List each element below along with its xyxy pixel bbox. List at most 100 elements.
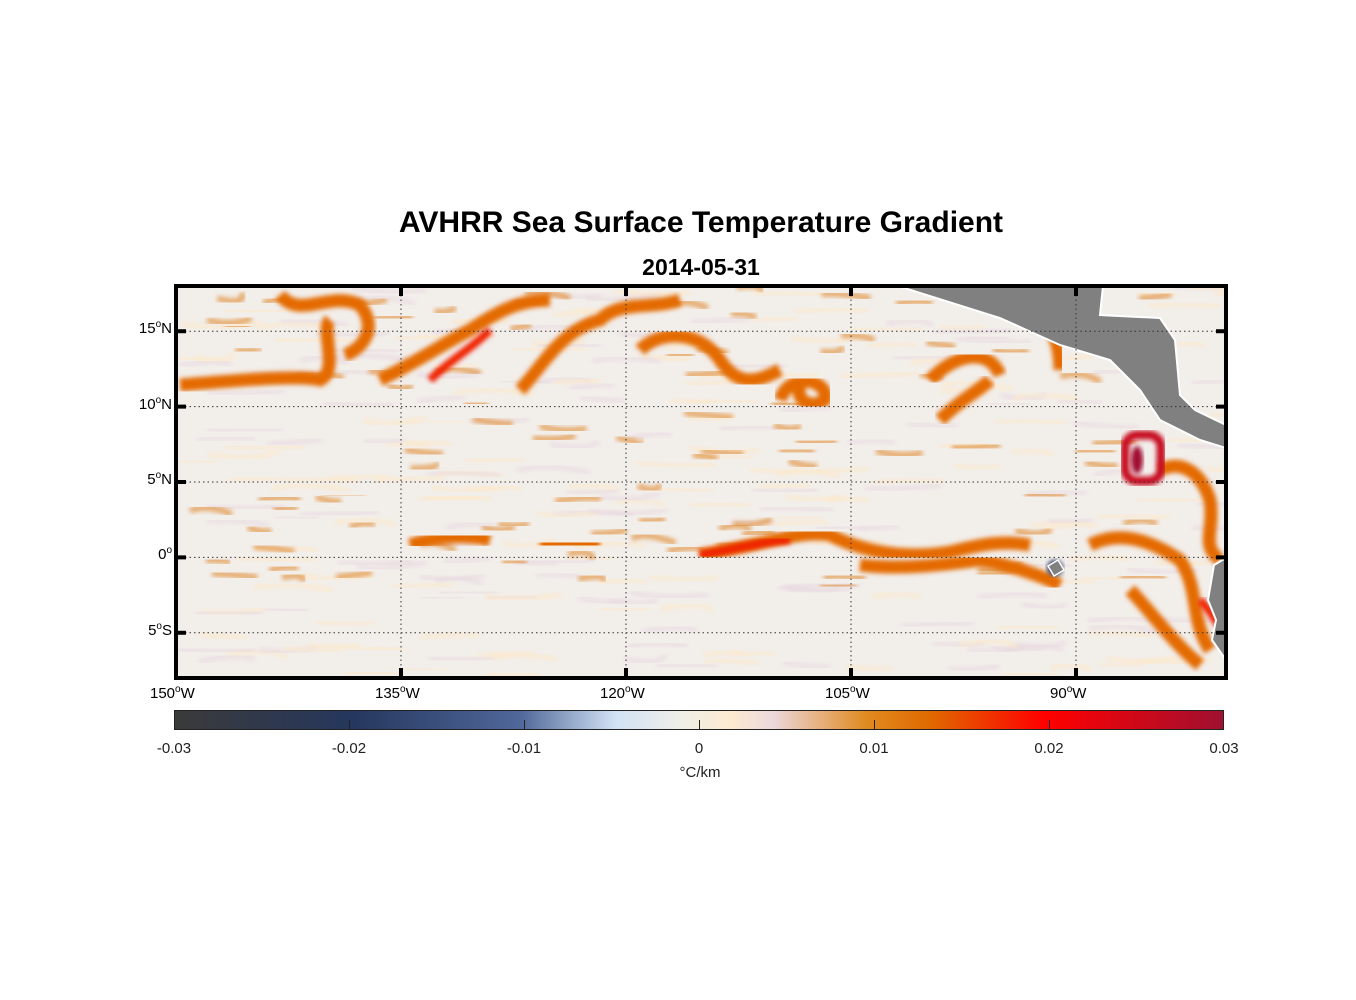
weak-front — [951, 441, 1001, 452]
texture-mark — [901, 620, 974, 629]
texture-mark — [997, 624, 1059, 631]
texture-mark — [489, 652, 558, 662]
texture-mark — [1210, 413, 1226, 419]
texture-mark — [629, 590, 709, 600]
texture-mark — [757, 482, 810, 491]
texture-mark — [977, 591, 1048, 600]
texture-mark — [351, 286, 426, 295]
colorbar-tick-label: 0.02 — [1034, 740, 1064, 757]
texture-mark — [374, 475, 444, 484]
weak-front — [567, 549, 597, 561]
lon-tick-label: 150oW — [150, 684, 195, 702]
weak-front — [463, 399, 489, 407]
weak-front — [1059, 371, 1103, 385]
texture-mark — [516, 464, 591, 475]
texture-mark — [719, 424, 777, 432]
weak-front — [821, 290, 871, 302]
texture-mark — [444, 521, 495, 531]
lat-tick-label: 10oN — [138, 394, 172, 413]
texture-mark — [549, 439, 601, 450]
texture-mark — [658, 486, 714, 494]
texture-mark — [934, 327, 1012, 336]
chart-title: AVHRR Sea Surface Temperature Gradient — [398, 206, 1004, 239]
texture-mark — [785, 493, 846, 503]
texture-mark — [1021, 601, 1068, 610]
texture-mark — [195, 609, 264, 617]
texture-mark — [864, 482, 943, 492]
texture-mark — [844, 663, 894, 673]
weak-front — [246, 524, 272, 535]
colorbar-tick — [524, 720, 525, 730]
eddy-ring — [1120, 430, 1166, 486]
texture-mark — [391, 581, 453, 589]
eddy-core — [1131, 446, 1143, 474]
texture-mark — [1136, 497, 1210, 503]
texture-mark — [1073, 420, 1139, 430]
map-frame — [174, 284, 1228, 680]
texture-mark — [782, 660, 830, 670]
texture-mark — [1043, 521, 1099, 532]
weak-front — [268, 564, 299, 574]
texture-mark — [839, 370, 918, 380]
texture-mark — [334, 517, 397, 529]
weak-front — [819, 582, 856, 590]
texture-mark — [1149, 301, 1221, 310]
texture-mark — [176, 646, 256, 654]
texture-mark — [236, 555, 317, 564]
texture-mark — [1070, 554, 1131, 563]
texture-mark — [198, 654, 255, 665]
texture-mark — [1192, 526, 1226, 532]
texture-mark — [629, 431, 672, 441]
sst-front — [773, 374, 832, 411]
weak-front — [235, 345, 263, 354]
lat-tick-label: 15oN — [138, 319, 172, 338]
texture-mark — [636, 460, 717, 469]
texture-mark — [207, 388, 286, 396]
texture-mark — [793, 306, 869, 315]
texture-mark — [990, 644, 1046, 652]
weak-front — [1122, 517, 1159, 527]
texture-mark — [466, 484, 523, 493]
texture-mark — [867, 341, 918, 349]
texture-mark — [206, 426, 282, 434]
texture-mark — [777, 514, 822, 521]
weak-front — [992, 346, 1029, 356]
texture-mark — [434, 575, 484, 587]
texture-mark — [688, 398, 758, 405]
texture-mark — [485, 591, 563, 602]
colorbar-tick-label: -0.01 — [506, 740, 542, 757]
weak-front — [509, 322, 532, 333]
texture-mark — [691, 315, 751, 325]
texture-mark — [362, 414, 427, 426]
weak-front — [895, 298, 934, 307]
weak-front — [1092, 437, 1138, 448]
texture-mark — [704, 657, 759, 667]
weak-front — [532, 432, 577, 443]
weak-front — [666, 544, 704, 555]
weak-front — [683, 409, 733, 421]
weak-front — [281, 572, 306, 584]
weak-front — [779, 446, 816, 455]
texture-mark — [280, 318, 348, 328]
texture-mark — [1012, 392, 1078, 402]
strong-front — [427, 327, 493, 383]
texture-mark — [421, 595, 463, 601]
weak-front — [639, 515, 667, 524]
texture-mark — [206, 518, 270, 528]
weak-front — [404, 446, 443, 457]
weak-front — [212, 570, 258, 581]
texture-mark — [428, 654, 495, 662]
weak-front — [591, 526, 628, 537]
texture-mark — [995, 418, 1067, 427]
weak-front — [472, 415, 513, 428]
texture-mark — [206, 449, 281, 460]
weak-front — [741, 528, 775, 538]
weak-front — [374, 313, 413, 322]
lon-tick-label: 90oW — [1050, 684, 1087, 702]
weak-front — [335, 569, 373, 581]
texture-mark — [465, 456, 525, 464]
texture-mark — [180, 319, 262, 330]
colorbar-tick — [1049, 720, 1050, 730]
